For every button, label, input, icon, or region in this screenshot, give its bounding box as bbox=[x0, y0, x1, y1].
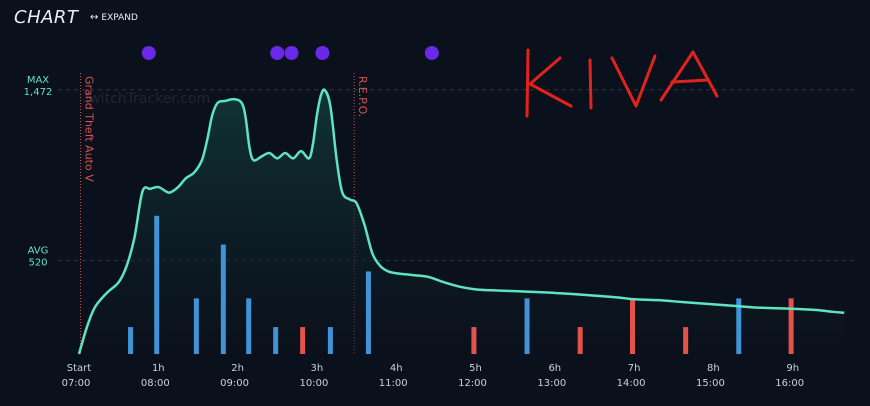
x-tick-time: 11:00 bbox=[379, 378, 408, 389]
annotation-stroke-k bbox=[525, 48, 573, 118]
event-marker bbox=[284, 46, 299, 60]
x-tick-time: 07:00 bbox=[62, 378, 91, 389]
x-tick-label: Start bbox=[67, 363, 92, 374]
activity-bar bbox=[128, 327, 134, 354]
x-tick-time: 10:00 bbox=[299, 378, 328, 389]
x-tick-label: 2h bbox=[231, 363, 244, 374]
activity-bar bbox=[327, 327, 333, 354]
event-marker bbox=[270, 46, 285, 60]
highlight-bar bbox=[300, 327, 306, 354]
reference-label-avg: AVG bbox=[28, 246, 49, 257]
activity-bar bbox=[365, 271, 371, 354]
highlight-bar bbox=[683, 327, 689, 354]
event-marker bbox=[424, 46, 439, 60]
game-change-label: Grand Theft Auto V bbox=[83, 76, 96, 182]
activity-bar bbox=[736, 298, 742, 354]
highlight-bar bbox=[471, 327, 477, 354]
viewers-line bbox=[77, 88, 845, 355]
x-tick-label: 8h bbox=[707, 363, 720, 374]
highlight-bar bbox=[577, 327, 583, 354]
watermark-text: TwitchTracker.com bbox=[82, 91, 210, 107]
reference-value-avg: 520 bbox=[28, 258, 47, 269]
annotation-stroke-v bbox=[610, 54, 657, 108]
activity-bar bbox=[154, 215, 160, 354]
reference-label-max: MAX bbox=[27, 75, 49, 86]
x-tick-label: 5h bbox=[469, 363, 482, 374]
annotation-stroke-i bbox=[588, 58, 593, 110]
event-marker bbox=[141, 46, 156, 60]
x-tick-label: 7h bbox=[628, 363, 641, 374]
x-tick-label: 6h bbox=[548, 363, 561, 374]
annotation-stroke-a bbox=[659, 50, 719, 102]
activity-bar bbox=[524, 298, 530, 354]
x-tick-label: 9h bbox=[786, 363, 799, 374]
x-tick-time: 16:00 bbox=[775, 378, 804, 389]
x-tick-label: 4h bbox=[390, 363, 403, 374]
activity-bar bbox=[273, 327, 279, 354]
expand-arrows-icon: ↔ bbox=[90, 12, 99, 23]
x-tick-label: 3h bbox=[311, 363, 324, 374]
x-tick-time: 12:00 bbox=[458, 378, 487, 389]
x-tick-time: 15:00 bbox=[696, 378, 725, 389]
x-tick-time: 09:00 bbox=[220, 378, 249, 389]
handwritten-annotation bbox=[525, 48, 719, 118]
x-tick-time: 13:00 bbox=[537, 378, 566, 389]
chart-title: CHART bbox=[14, 7, 79, 28]
activity-bar bbox=[220, 244, 226, 354]
highlight-bar bbox=[630, 298, 636, 354]
x-tick-time: 08:00 bbox=[141, 378, 170, 389]
highlight-bar bbox=[788, 298, 794, 354]
game-change-label: R.E.P.O. bbox=[356, 76, 369, 117]
event-marker bbox=[315, 46, 330, 60]
reference-value-max: 1,472 bbox=[24, 87, 53, 98]
expand-button[interactable]: ↔ EXPAND bbox=[90, 12, 138, 23]
expand-label: EXPAND bbox=[101, 12, 138, 23]
activity-bar bbox=[246, 298, 252, 354]
x-tick-label: 1h bbox=[152, 363, 165, 374]
viewers-area bbox=[79, 89, 845, 354]
x-tick-time: 14:00 bbox=[617, 378, 646, 389]
activity-bar bbox=[193, 298, 199, 354]
